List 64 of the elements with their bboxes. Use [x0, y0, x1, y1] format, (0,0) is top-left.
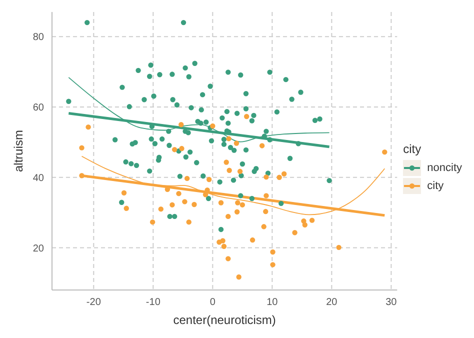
- point: [309, 218, 315, 223]
- point: [382, 149, 388, 155]
- x-tick-label: -10: [146, 297, 161, 308]
- point: [235, 200, 240, 206]
- point: [150, 219, 156, 225]
- point: [226, 168, 232, 173]
- y-tick-label: 20: [32, 243, 44, 254]
- point: [182, 199, 188, 204]
- point: [264, 193, 269, 198]
- point: [234, 209, 240, 214]
- point: [210, 123, 216, 129]
- point: [234, 140, 240, 146]
- point: [263, 208, 268, 214]
- point: [336, 244, 342, 250]
- y-tick-label: 60: [32, 102, 44, 114]
- point: [124, 206, 129, 211]
- point: [170, 202, 175, 208]
- point: [226, 256, 231, 262]
- point: [186, 219, 192, 225]
- point: [276, 174, 282, 180]
- point: [244, 114, 250, 120]
- x-tick-label: 0: [210, 297, 216, 308]
- point: [206, 176, 212, 182]
- point: [292, 230, 298, 236]
- point: [224, 160, 229, 165]
- line-series: [81, 156, 386, 216]
- x-axis-title: center(neuroticism): [173, 313, 276, 327]
- point: [250, 237, 256, 243]
- point: [226, 214, 231, 220]
- point: [270, 249, 276, 255]
- point: [259, 143, 265, 148]
- x-tick-label: 30: [386, 297, 398, 308]
- point: [281, 171, 287, 176]
- point: [179, 146, 184, 152]
- point: [176, 190, 182, 196]
- y-axis-title: altruism: [11, 130, 26, 172]
- x-tick-label: -20: [86, 297, 102, 308]
- legend-label: noncity: [427, 162, 462, 174]
- point: [236, 274, 242, 280]
- point: [302, 222, 308, 228]
- point: [86, 124, 91, 130]
- point: [221, 244, 227, 249]
- point: [237, 168, 243, 174]
- point: [79, 173, 84, 178]
- point: [270, 262, 276, 268]
- legend-label: city: [427, 180, 444, 192]
- x-tick-label: 10: [266, 297, 278, 308]
- y-tick-label: 80: [32, 32, 44, 44]
- point: [264, 174, 269, 180]
- y-tick-label: 40: [32, 172, 44, 184]
- point: [218, 200, 224, 206]
- point: [172, 146, 178, 152]
- point: [158, 206, 164, 212]
- point: [226, 136, 232, 142]
- point: [121, 190, 127, 196]
- x-tick-label: 20: [326, 297, 338, 308]
- point: [220, 238, 226, 244]
- point: [79, 145, 84, 150]
- point: [261, 224, 266, 230]
- legend-title: city: [403, 142, 422, 156]
- point: [184, 176, 190, 182]
- point: [192, 202, 197, 208]
- point: [240, 202, 246, 208]
- point: [178, 122, 184, 128]
